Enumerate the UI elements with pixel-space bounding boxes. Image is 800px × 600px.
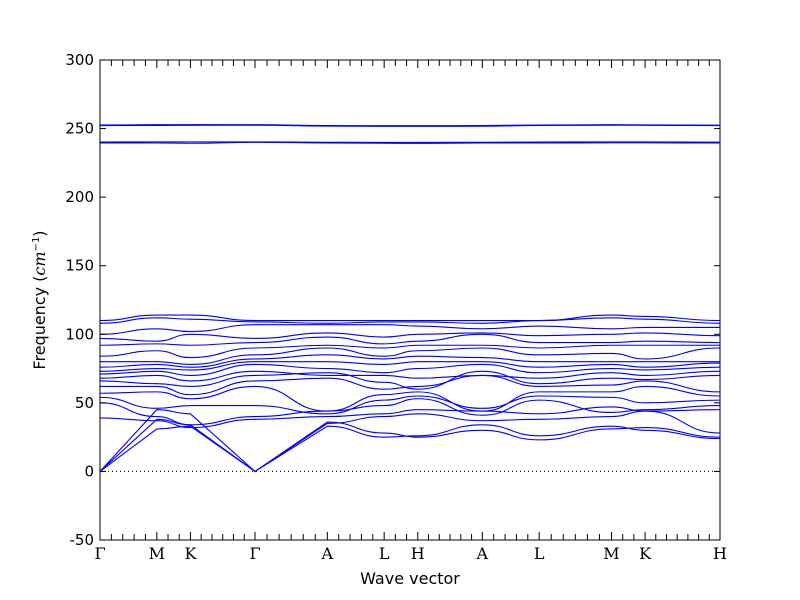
x-tick-label-2: M xyxy=(149,544,165,563)
band-line-7 xyxy=(99,385,721,412)
x-tick-label-4: Γ xyxy=(249,544,260,563)
y-tick-label: 50 xyxy=(75,394,94,412)
band-line-17 xyxy=(99,332,721,342)
band-line-6 xyxy=(99,395,721,415)
band-line-19 xyxy=(99,317,721,324)
x-tick-label-1: Γ xyxy=(94,544,105,563)
band-line-1 xyxy=(99,409,721,473)
band-line-10 xyxy=(99,370,721,382)
band-line-14 xyxy=(100,347,721,366)
band-series-layer xyxy=(99,124,721,473)
band-line-12 xyxy=(99,361,721,372)
plot-frame xyxy=(99,59,721,541)
band-line-16 xyxy=(99,333,721,346)
plot-background xyxy=(100,60,720,540)
band-line-13 xyxy=(99,354,720,368)
band-line-15 xyxy=(99,344,720,359)
x-tick-label-7: H xyxy=(411,544,425,563)
band-line-5 xyxy=(99,398,721,426)
band-line-9 xyxy=(99,370,721,390)
y-tick-label: -50 xyxy=(70,531,95,549)
x-tick-label-8: A xyxy=(476,544,489,563)
x-tick-label-5: A xyxy=(321,544,334,563)
x-tick-label-11: K xyxy=(639,544,652,563)
y-axis-label: Frequency (cm−1) xyxy=(30,230,49,369)
y-tick-label: 200 xyxy=(65,188,94,206)
y-axis-ticks: -50 0 50 100 150 200 250 300 xyxy=(65,51,720,549)
band-line-22 xyxy=(99,141,721,143)
band-line-3 xyxy=(99,410,721,473)
x-axis-label: Wave vector xyxy=(360,569,460,588)
band-line-11 xyxy=(99,363,721,376)
y-tick-label: 250 xyxy=(65,120,94,138)
band-line-21 xyxy=(100,141,721,144)
y-tick-label: 150 xyxy=(65,257,94,275)
band-line-20 xyxy=(99,314,721,322)
band-line-4 xyxy=(99,406,721,429)
y-tick-label: 0 xyxy=(84,462,94,480)
x-tick-label-10: M xyxy=(603,544,619,563)
band-line-24 xyxy=(99,124,721,127)
band-line-2 xyxy=(99,418,721,473)
x-tick-label-6: L xyxy=(379,544,390,563)
band-line-18 xyxy=(99,324,720,335)
x-tick-label-9: L xyxy=(534,544,545,563)
x-tick-label-3: K xyxy=(184,544,197,563)
y-tick-label: 100 xyxy=(65,325,94,343)
x-tick-label-12: H xyxy=(713,544,727,563)
y-tick-label: 300 xyxy=(65,51,94,69)
